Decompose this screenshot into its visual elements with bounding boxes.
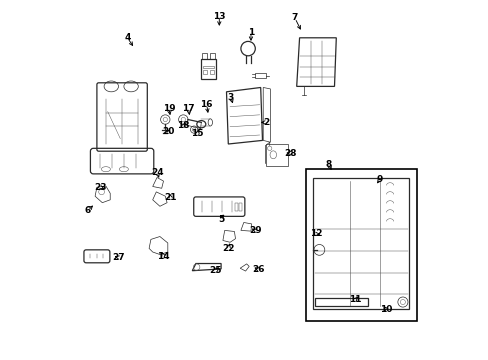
Text: 12: 12: [309, 230, 322, 239]
Text: 26: 26: [251, 265, 264, 274]
Bar: [202, 53, 206, 59]
Text: 4: 4: [124, 33, 130, 42]
Bar: [265, 144, 287, 166]
Text: 16: 16: [200, 100, 212, 109]
Text: 20: 20: [163, 127, 175, 136]
Bar: [209, 70, 213, 74]
Text: 2: 2: [263, 118, 269, 127]
Text: 24: 24: [151, 168, 163, 177]
Bar: [239, 203, 242, 211]
Bar: [210, 53, 215, 59]
Text: 19: 19: [162, 104, 175, 112]
Text: 27: 27: [112, 253, 124, 262]
Text: 9: 9: [376, 175, 382, 184]
Bar: [312, 178, 408, 309]
Text: 23: 23: [94, 183, 106, 192]
Text: 5: 5: [218, 215, 224, 224]
Text: 13: 13: [213, 12, 225, 21]
Text: 25: 25: [209, 266, 222, 275]
Text: 8: 8: [325, 161, 331, 169]
Text: 6: 6: [84, 206, 91, 215]
Text: 14: 14: [157, 252, 169, 261]
Bar: [200, 59, 216, 79]
Bar: [306, 169, 416, 321]
Bar: [314, 298, 367, 306]
Text: 11: 11: [348, 295, 361, 304]
Bar: [203, 66, 213, 68]
Text: 3: 3: [227, 93, 233, 102]
Text: 21: 21: [164, 194, 177, 202]
Text: 17: 17: [182, 104, 195, 112]
Bar: [234, 203, 237, 211]
Text: 10: 10: [380, 305, 392, 314]
Text: 15: 15: [191, 129, 203, 138]
Text: 18: 18: [177, 122, 189, 130]
Text: 7: 7: [291, 13, 298, 22]
Text: 1: 1: [247, 28, 254, 37]
Text: 28: 28: [284, 149, 296, 158]
Text: 22: 22: [222, 244, 234, 253]
Text: 29: 29: [248, 226, 261, 235]
Bar: [203, 70, 206, 74]
Bar: [255, 73, 265, 78]
